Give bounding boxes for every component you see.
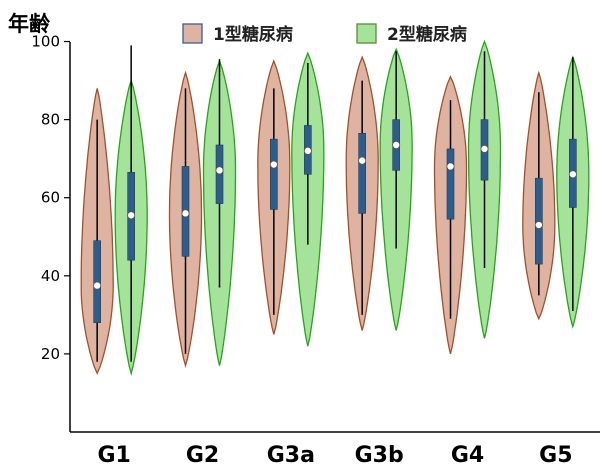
legend-label-1: 1型糖尿病 [213, 24, 293, 45]
median-point [215, 166, 224, 175]
median-point [392, 140, 401, 149]
violin-G3a-series-2 [291, 51, 325, 347]
median-point [181, 209, 190, 218]
violin-G1-series-1 [80, 88, 114, 376]
median-point [446, 162, 455, 171]
violin-G5-series-1 [522, 70, 556, 321]
legend-swatch-1 [182, 23, 203, 44]
violin-G5-series-2 [556, 55, 590, 330]
median-point [358, 156, 367, 165]
y-tick-label: 80 [41, 111, 60, 129]
median-point [534, 221, 543, 230]
violin-G3b-series-1 [345, 55, 379, 331]
x-category-label: G3a [267, 443, 315, 466]
median-point [480, 144, 489, 153]
x-category-label: G2 [186, 443, 219, 466]
x-category-label: G5 [539, 443, 572, 466]
legend: 1型糖尿病 2型糖尿病 [182, 23, 467, 45]
median-point [269, 160, 278, 169]
violin-G1-series-2 [114, 45, 148, 376]
iqr-box [446, 148, 455, 220]
median-point [303, 146, 312, 155]
x-category-label: G3b [355, 443, 404, 466]
x-category-label: G4 [451, 443, 484, 466]
iqr-box [270, 138, 278, 210]
x-category-label: G1 [97, 443, 130, 466]
axes: 20 40 60 80 100 [31, 33, 600, 433]
violin-G2-series-2 [202, 59, 237, 366]
y-axis-label: 年齢 [8, 12, 50, 36]
legend-label-2: 2型糖尿病 [387, 24, 467, 45]
median-point [93, 281, 102, 290]
y-tick-label: 40 [41, 267, 60, 285]
violin-G4-series-2 [467, 39, 502, 339]
x-category-labels: G1 G2 G3a G3b G4 G5 [97, 443, 572, 466]
violin-G2-series-1 [168, 70, 203, 369]
iqr-box [358, 132, 366, 214]
y-tick-label: 60 [41, 189, 60, 207]
y-tick-label: 20 [41, 345, 60, 363]
median-point [568, 170, 577, 179]
median-point [127, 211, 136, 220]
violin-G3a-series-1 [257, 59, 291, 335]
violins [80, 39, 590, 376]
violin-G3b-series-2 [379, 47, 413, 331]
violin-G4-series-1 [433, 75, 468, 355]
y-tick-label: 100 [31, 33, 60, 51]
legend-swatch-2 [356, 23, 377, 44]
